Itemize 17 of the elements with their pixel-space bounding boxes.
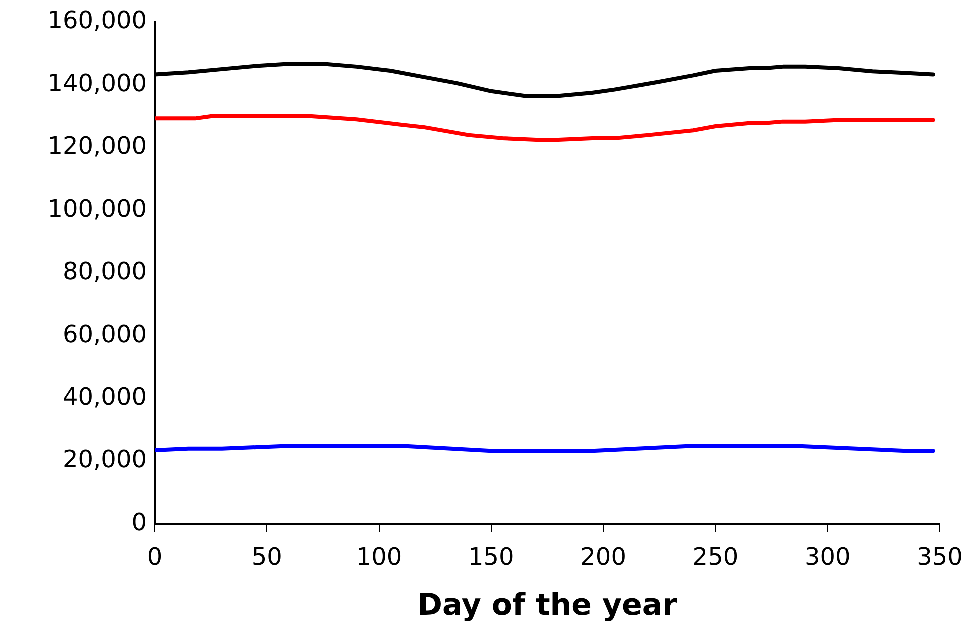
x-tick-label: 150 <box>468 542 514 571</box>
x-tick-label: 200 <box>580 542 626 571</box>
y-tick-label: 140,000 <box>48 69 147 98</box>
y-tick-label: 120,000 <box>48 132 147 160</box>
y-tick-label: 0 <box>132 508 147 536</box>
x-tick-label: 50 <box>252 542 282 571</box>
x-tick-label: 350 <box>917 542 963 571</box>
y-tick-label: 80,000 <box>63 258 147 286</box>
y-tick-label: 20,000 <box>63 446 147 474</box>
x-tick-label: 100 <box>356 542 402 571</box>
y-tick-label: 160,000 <box>48 6 147 35</box>
y-tick-label: 40,000 <box>63 382 147 411</box>
x-tick-label: 300 <box>804 542 851 571</box>
y-tick-label: 100,000 <box>48 194 147 223</box>
y-tick-label: 60,000 <box>63 320 147 348</box>
x-tick-label: 250 <box>692 542 739 571</box>
x-axis-title: Day of the year <box>418 588 678 623</box>
